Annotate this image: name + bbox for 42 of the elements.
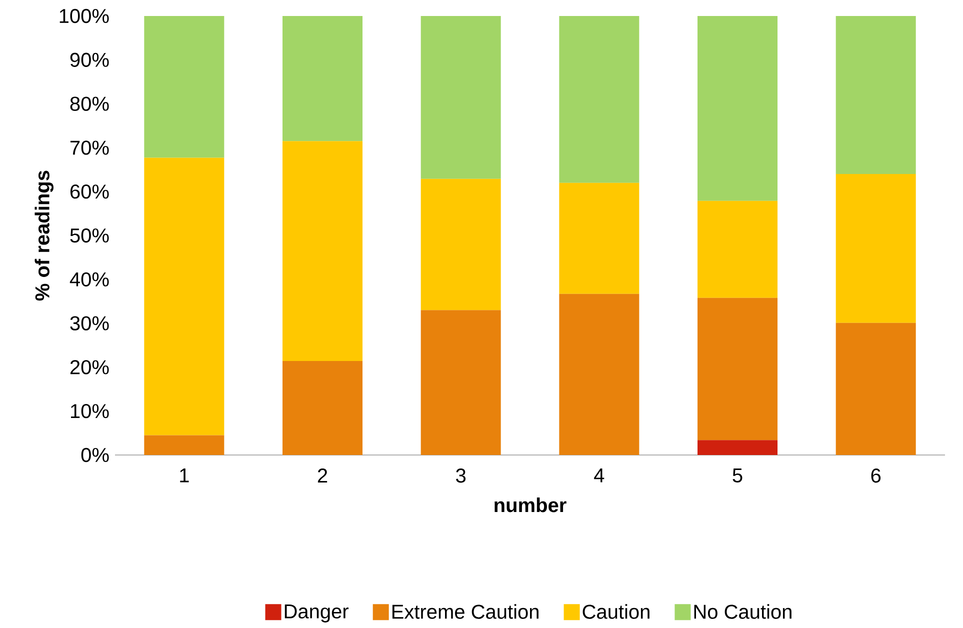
y-tick-label: 90% — [70, 52, 109, 67]
x-tick-label: 2 — [318, 468, 328, 482]
bar — [420, 16, 501, 179]
y-tick-label: 10% — [70, 404, 109, 418]
bar — [836, 322, 916, 455]
y-tick-label: 70% — [70, 140, 109, 155]
y-tick-label: 30% — [70, 316, 109, 330]
bar — [282, 16, 363, 142]
bar — [698, 440, 778, 455]
x-tick-label: 1 — [180, 468, 189, 482]
y-tick-label: 80% — [70, 96, 109, 111]
legend-label: No Caution — [694, 604, 792, 619]
y-tick-label: 100% — [60, 8, 109, 24]
y-axis-title: % of readings — [34, 170, 54, 301]
bar — [144, 16, 224, 158]
bar — [144, 435, 224, 455]
bar — [559, 16, 640, 183]
bar — [420, 310, 501, 455]
x-tick-label: 5 — [732, 468, 742, 482]
bar — [698, 16, 778, 201]
y-tick-label: 50% — [70, 228, 109, 243]
x-tick-label: 3 — [456, 468, 466, 483]
legend-label: Caution — [582, 604, 650, 619]
x-tick-label: 6 — [871, 468, 881, 483]
bar — [420, 178, 501, 310]
x-tick-label: 4 — [594, 468, 604, 482]
x-axis-title: number — [494, 498, 566, 512]
bar — [836, 174, 916, 323]
legend-label: Extreme Caution — [392, 604, 538, 619]
bar — [559, 294, 640, 455]
legend-label: Danger — [284, 604, 348, 622]
bar — [282, 141, 363, 362]
bar — [836, 16, 916, 174]
bar — [698, 298, 778, 440]
y-tick-label: 0% — [81, 448, 109, 462]
bar — [698, 200, 778, 298]
y-tick-label: 60% — [70, 184, 109, 199]
bar — [559, 182, 640, 294]
bar — [282, 361, 363, 455]
y-tick-label: 40% — [70, 272, 109, 286]
bar — [144, 158, 224, 436]
y-tick-label: 20% — [70, 360, 109, 374]
